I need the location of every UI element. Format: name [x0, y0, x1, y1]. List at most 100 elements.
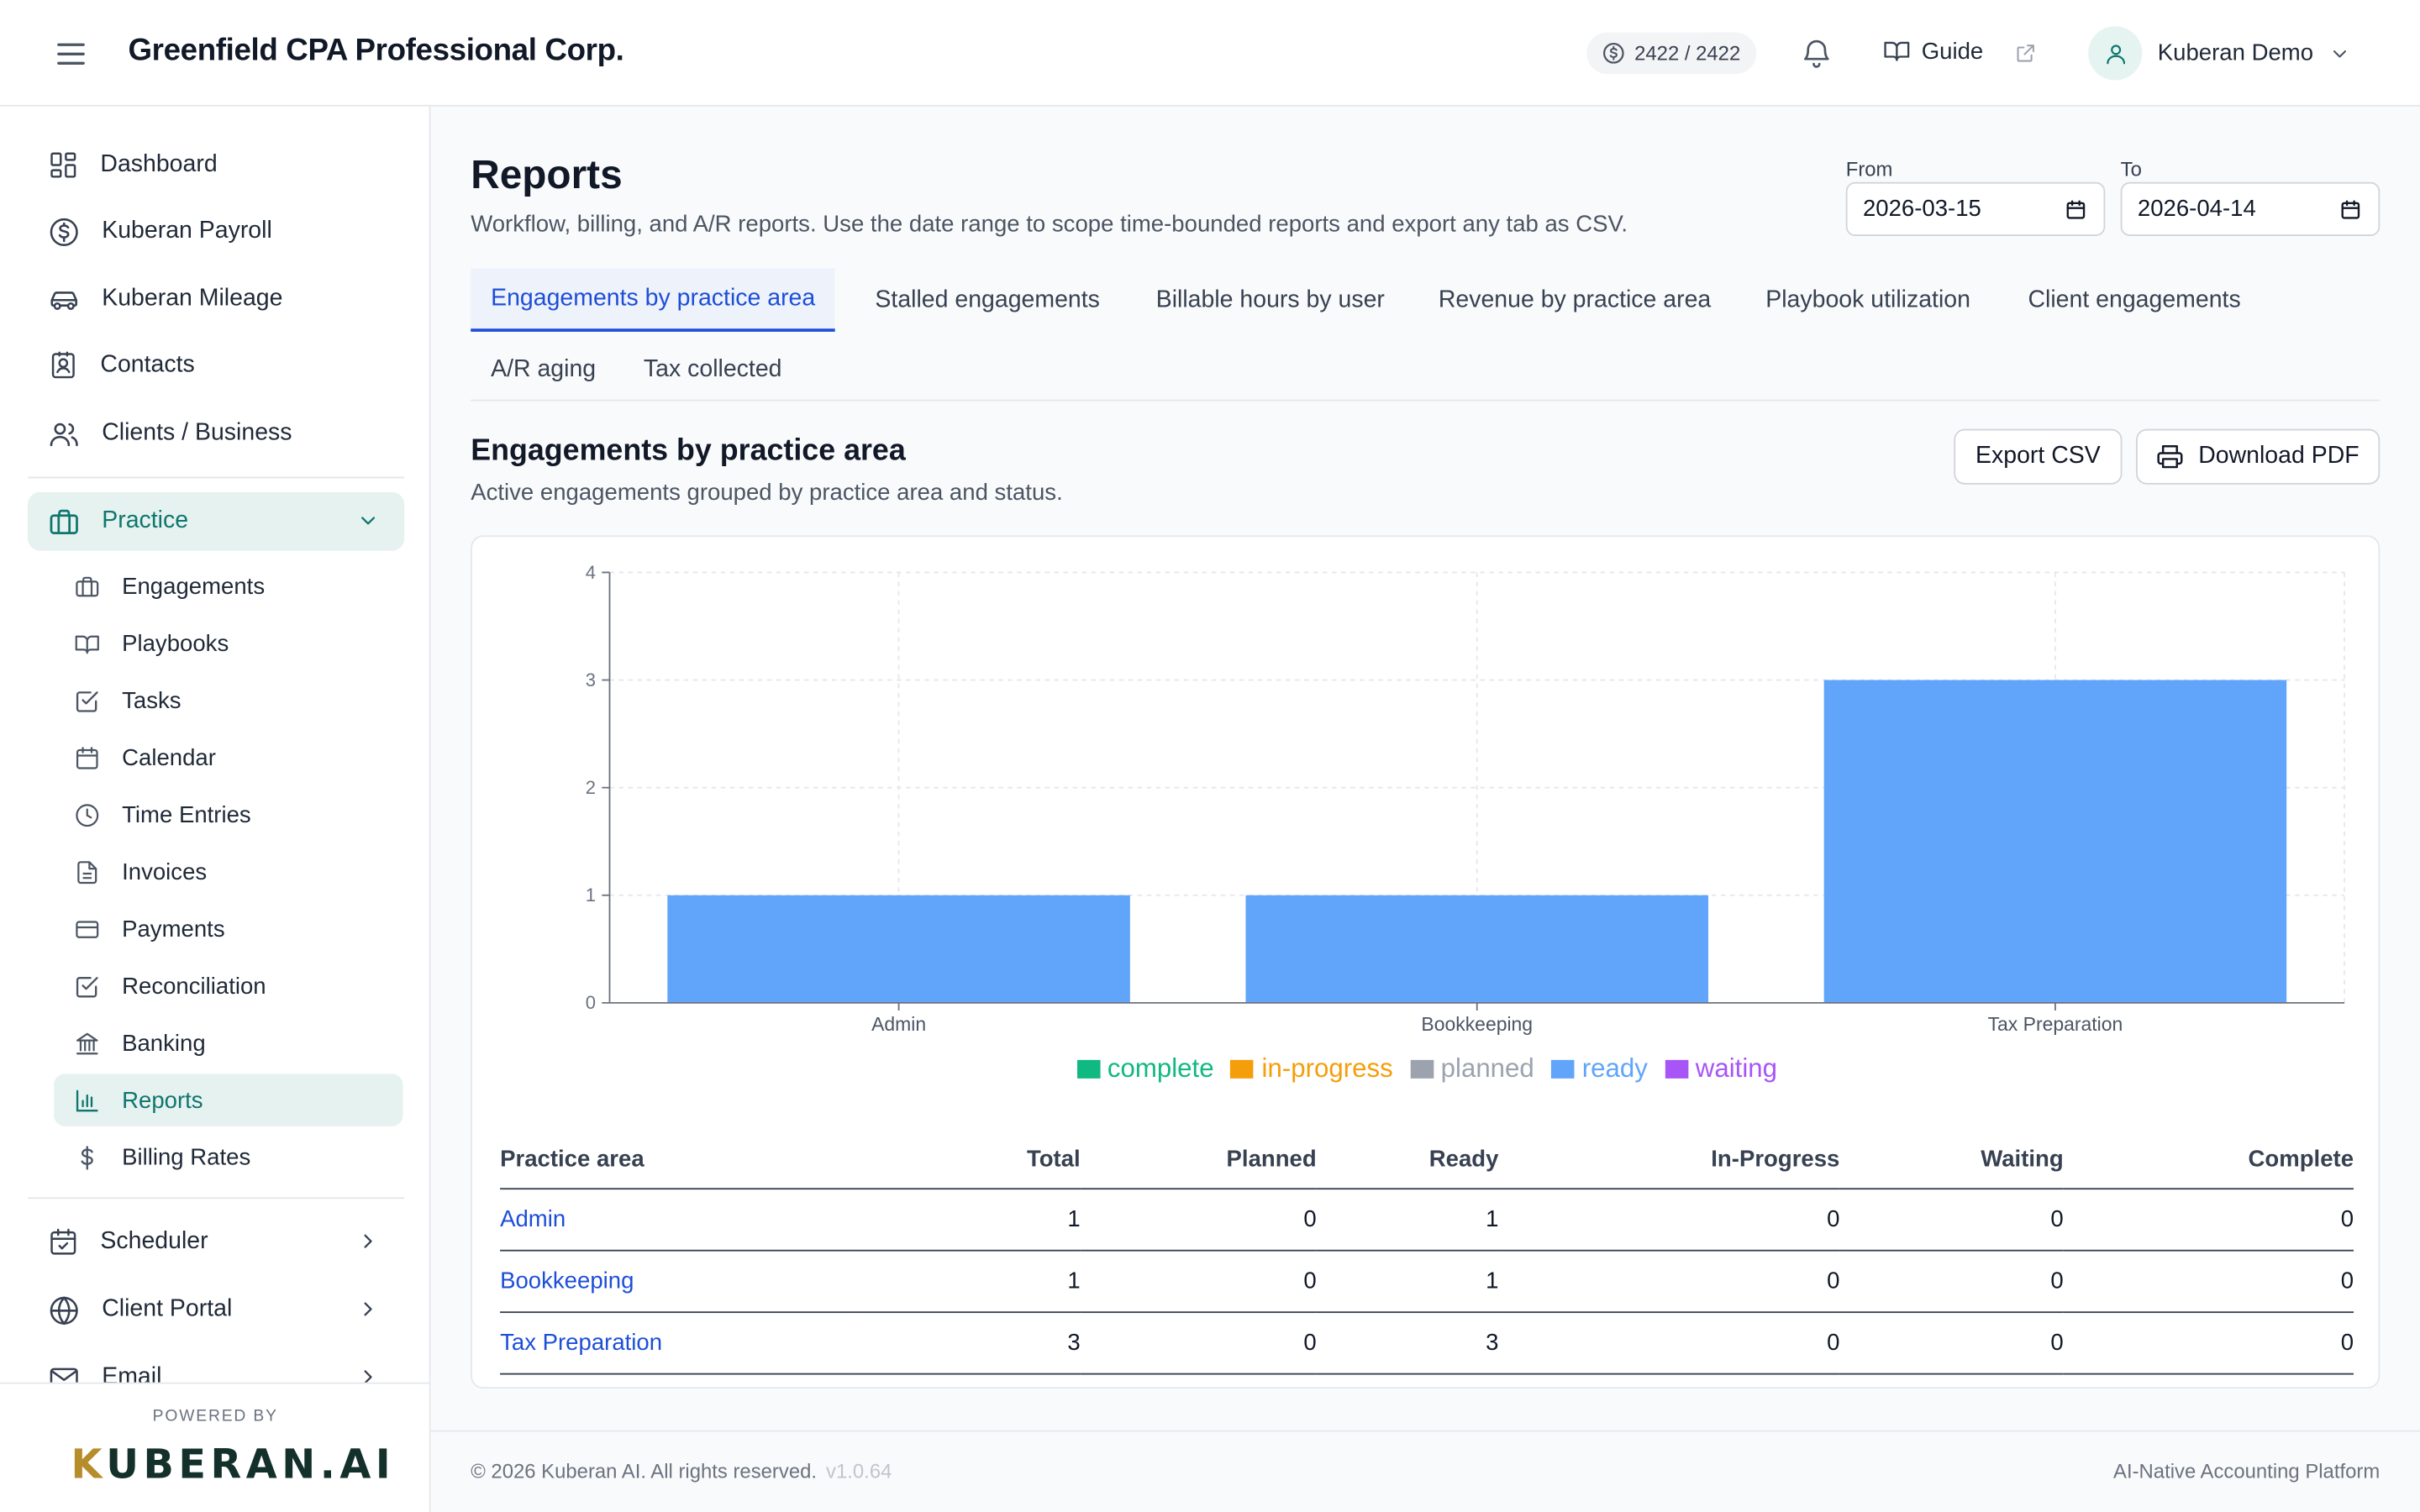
calendar-icon[interactable]	[2339, 199, 2361, 221]
legend-item-waiting[interactable]: waiting	[1665, 1053, 1777, 1084]
sidebar-item-label: Kuberan Payroll	[102, 217, 272, 244]
column-header-ready: Ready	[1316, 1132, 1499, 1189]
sidebar-item-label: Time Entries	[122, 801, 251, 828]
column-header-practice-area: Practice area	[500, 1132, 855, 1189]
sidebar-item-label: Reports	[122, 1086, 203, 1114]
practice-area-link[interactable]: Bookkeeping	[500, 1267, 634, 1294]
user-icon	[2106, 44, 2125, 64]
sidebar-item-playbooks[interactable]: Playbooks	[54, 617, 402, 669]
sidebar-item-label: Playbooks	[122, 630, 229, 657]
legend-item-ready[interactable]: ready	[1551, 1053, 1648, 1084]
legend-swatch	[1665, 1059, 1688, 1079]
practice-area-link[interactable]: Tax Preparation	[500, 1329, 663, 1356]
coin-icon	[1602, 43, 1624, 64]
legend-label: complete	[1107, 1053, 1214, 1084]
sidebar-item-kuberan-mileage[interactable]: Kuberan Mileage	[28, 270, 404, 328]
calendar-icon[interactable]	[2065, 199, 2087, 221]
printer-icon	[2158, 445, 2184, 469]
tab-client-engagements[interactable]: Client engagements	[2028, 286, 2241, 313]
bank-icon	[76, 1032, 98, 1054]
dollar-circle-icon	[50, 217, 78, 246]
sidebar-item-client-portal[interactable]: Client Portal	[28, 1280, 404, 1339]
sidebar-item-practice[interactable]: Practice	[28, 491, 405, 551]
copyright: © 2026 Kuberan AI. All rights reserved. v…	[471, 1460, 892, 1483]
sidebar-item-label: Client Portal	[102, 1295, 233, 1323]
avatar	[2088, 26, 2143, 81]
sidebar: Dashboard Kuberan Payroll Kuberan Mileag…	[0, 106, 431, 1512]
tabs-divider	[471, 399, 2381, 402]
sidebar-item-time-entries[interactable]: Time Entries	[54, 789, 402, 841]
sidebar-item-billing-rates[interactable]: Billing Rates	[54, 1131, 402, 1183]
table-cell: 0	[1080, 1188, 1317, 1251]
logo-k: K	[71, 1442, 107, 1489]
tab-stalled-engagements[interactable]: Stalled engagements	[875, 286, 1100, 313]
dollar-icon	[81, 1145, 93, 1169]
legend-item-planned[interactable]: planned	[1409, 1053, 1534, 1084]
table-row: Admin 1 0 1 0 0 0	[500, 1188, 2354, 1251]
report-subtitle: Active engagements grouped by practice a…	[471, 480, 1063, 507]
chevron-right-icon	[364, 1370, 372, 1384]
sidebar-item-label: Practice	[102, 507, 189, 534]
legend-swatch	[1076, 1059, 1100, 1079]
legend-swatch	[1230, 1059, 1255, 1079]
external-link-icon[interactable]	[2014, 42, 2039, 66]
user-menu[interactable]: Kuberan Demo	[2088, 26, 2350, 81]
sidebar-item-scheduler[interactable]: Scheduler	[28, 1213, 404, 1272]
report-card: 0 1 2 3 4 Admin Bookkeeping Tax Preparation com…	[471, 535, 2381, 1389]
sidebar-item-contacts[interactable]: Contacts	[28, 336, 404, 395]
credit-card-icon	[76, 920, 99, 937]
legend-item-complete[interactable]: complete	[1076, 1053, 1214, 1084]
page-subtitle: Workflow, billing, and A/R reports. Use …	[471, 211, 1628, 238]
tab-engagements-by-practice-area[interactable]: Engagements by practice area	[471, 268, 836, 332]
credits-badge[interactable]: 2422 / 2422	[1586, 32, 1756, 75]
table-cell: 0	[2063, 1311, 2354, 1374]
tab-playbook-utilization[interactable]: Playbook utilization	[1765, 286, 1970, 313]
sidebar-item-reports[interactable]: Reports	[54, 1074, 403, 1126]
download-pdf-button[interactable]: Download PDF	[2136, 428, 2381, 485]
practice-area-link[interactable]: Admin	[500, 1205, 566, 1232]
tab-tax-collected[interactable]: Tax collected	[643, 356, 782, 383]
checkbox-icon	[76, 690, 98, 711]
to-date-input[interactable]: 2026-04-14	[2120, 181, 2381, 237]
tab-revenue-by-practice-area[interactable]: Revenue by practice area	[1438, 286, 1712, 313]
sidebar-item-engagements[interactable]: Engagements	[54, 560, 402, 612]
from-date-input[interactable]: 2026-03-15	[1845, 181, 2106, 237]
sidebar-item-invoices[interactable]: Invoices	[54, 846, 402, 898]
chevron-down-icon	[2333, 50, 2346, 57]
sidebar-item-clients-business[interactable]: Clients / Business	[28, 404, 404, 463]
briefcase-icon	[50, 508, 78, 534]
from-label: From	[1845, 157, 1893, 181]
column-header-in-progress: In-Progress	[1498, 1132, 1840, 1189]
tab-billable-hours-by-user[interactable]: Billable hours by user	[1155, 286, 1385, 313]
sidebar-item-dashboard[interactable]: Dashboard	[28, 136, 404, 195]
hamburger-menu-icon[interactable]	[55, 39, 85, 68]
x-tick-label: Tax Preparation	[1988, 1013, 2123, 1035]
table-row: Bookkeeping 1 0 1 0 0 0	[500, 1249, 2354, 1313]
table-cell: 3	[1316, 1311, 1499, 1374]
table-cell: 0	[1080, 1249, 1317, 1313]
export-csv-button[interactable]: Export CSV	[1954, 428, 2123, 485]
guide-link[interactable]: Guide	[1883, 37, 1983, 65]
checkbox-icon	[76, 976, 98, 997]
sidebar-item-payments[interactable]: Payments	[54, 902, 402, 954]
bell-icon[interactable]	[1800, 37, 1833, 71]
x-tick-label: Bookkeeping	[1421, 1013, 1533, 1035]
users-icon	[50, 422, 78, 446]
table-cell: 3	[855, 1311, 1081, 1374]
sidebar-item-label: Kuberan Mileage	[102, 285, 283, 312]
legend-item-in-progress[interactable]: in-progress	[1230, 1053, 1393, 1084]
table-cell: Bookkeeping	[500, 1249, 855, 1313]
engagements-bar-chart: 0 1 2 3 4 Admin Bookkeeping Tax Preparation	[586, 562, 2345, 1035]
to-date-value: 2026-04-14	[2137, 196, 2256, 223]
sidebar-item-reconciliation[interactable]: Reconciliation	[54, 959, 402, 1011]
platform-tagline: AI-Native Accounting Platform	[2113, 1459, 2381, 1483]
sidebar-item-label: Contacts	[100, 351, 195, 379]
sidebar-item-kuberan-payroll[interactable]: Kuberan Payroll	[28, 202, 404, 261]
book-open-icon	[1884, 41, 1910, 61]
sidebar-item-tasks[interactable]: Tasks	[54, 675, 402, 727]
tab-ar-aging[interactable]: A/R aging	[491, 356, 597, 383]
sidebar-item-calendar[interactable]: Calendar	[54, 732, 402, 784]
y-tick-label: 3	[586, 669, 596, 690]
sidebar-item-banking[interactable]: Banking	[54, 1016, 402, 1068]
table-cell: 1	[855, 1249, 1081, 1313]
